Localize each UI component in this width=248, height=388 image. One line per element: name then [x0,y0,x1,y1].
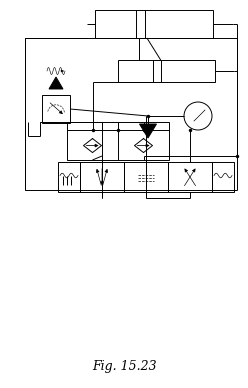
Bar [42,95,70,123]
Bar [212,162,234,192]
Polygon shape [49,77,63,89]
Bar [58,162,80,192]
Bar [168,162,212,192]
Bar [95,10,213,38]
Polygon shape [139,124,156,138]
Bar [118,60,215,82]
Text: Fig. 15.23: Fig. 15.23 [92,360,156,373]
Bar [124,162,168,192]
Bar [80,162,124,192]
Bar [67,122,169,160]
